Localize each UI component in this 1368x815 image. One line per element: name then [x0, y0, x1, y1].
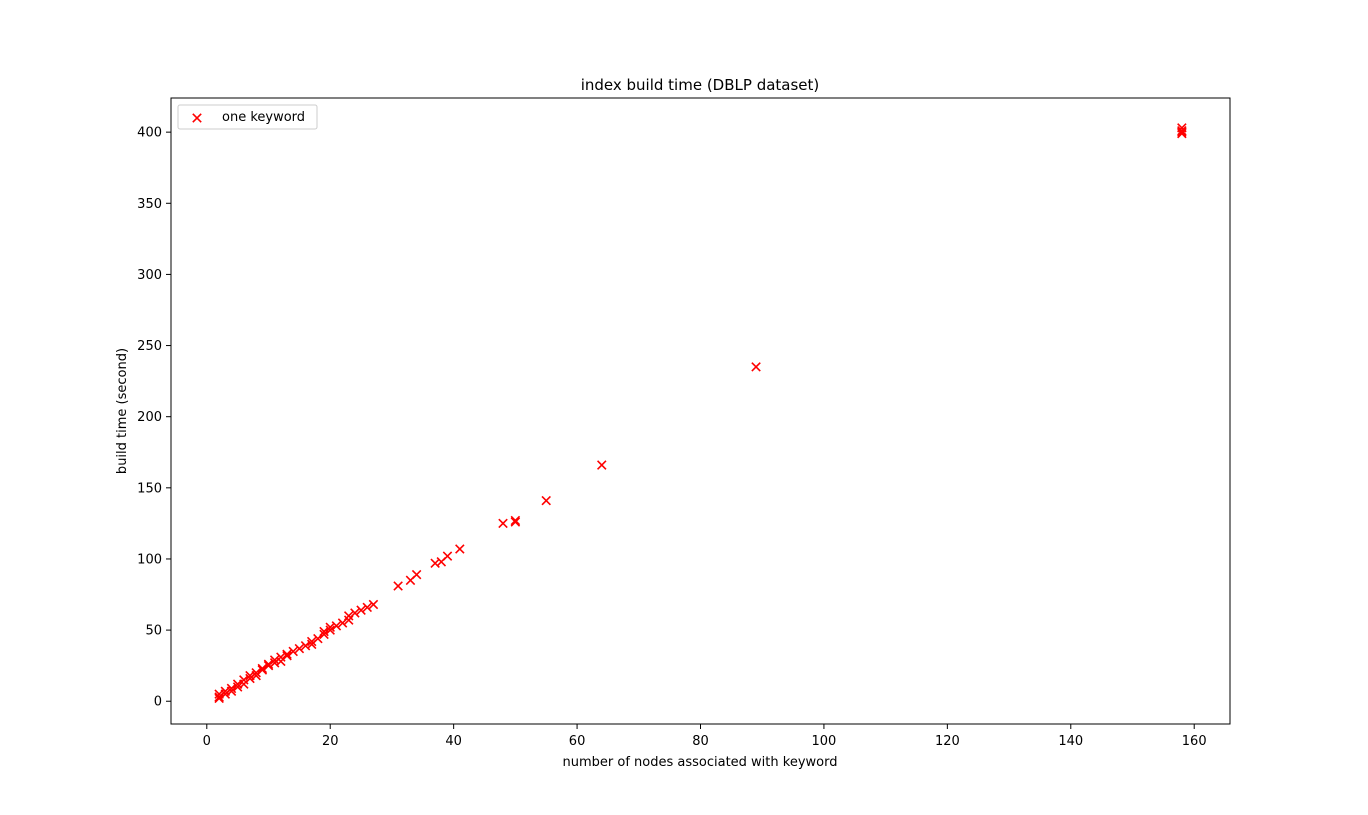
x-tick-label: 80 [692, 734, 709, 749]
x-axis-label: number of nodes associated with keyword [563, 755, 838, 770]
data-point [325, 625, 335, 635]
legend: one keyword [177, 104, 318, 130]
data-point [288, 646, 298, 657]
data-point [294, 643, 305, 654]
y-tick-label: 200 [137, 410, 162, 425]
y-tick-label: 250 [137, 339, 162, 354]
data-point [1177, 127, 1187, 137]
data-point [596, 460, 607, 470]
x-tick-label: 60 [569, 734, 586, 749]
x-axis-ticks: 0 20 40 60 80 100 120 140 160 [203, 724, 1207, 749]
data-point [751, 362, 761, 372]
data-point [510, 517, 521, 527]
y-tick-label: 0 [154, 695, 162, 710]
data-point [306, 636, 317, 647]
data-points [214, 123, 1187, 704]
y-tick-label: 100 [137, 552, 162, 567]
data-point [282, 650, 292, 661]
data-point [510, 515, 521, 526]
x-tick-label: 0 [203, 734, 211, 749]
data-point [356, 605, 366, 615]
legend-marker-x [192, 113, 202, 123]
data-point [368, 599, 379, 610]
x-tick-label: 40 [445, 734, 462, 749]
y-tick-label: 50 [145, 624, 162, 639]
data-point [282, 649, 292, 660]
data-point [362, 602, 373, 613]
data-point [541, 495, 551, 506]
data-point [1177, 123, 1187, 133]
y-tick-label: 400 [137, 126, 162, 141]
data-point [1177, 125, 1187, 136]
x-tick-label: 100 [812, 734, 837, 749]
legend-entry-one-keyword: one keyword [222, 110, 305, 125]
data-point [498, 518, 508, 529]
data-point [411, 569, 422, 580]
data-point [350, 608, 360, 618]
x-tick-label: 120 [935, 734, 960, 749]
data-point [251, 668, 261, 678]
y-axis-label: build time (second) [115, 348, 130, 474]
data-point [442, 551, 453, 561]
x-tick-label: 140 [1058, 734, 1083, 749]
data-point [343, 611, 354, 621]
y-tick-label: 150 [137, 481, 162, 496]
plot-frame [170, 97, 1231, 725]
legend-marker-one-keyword [192, 113, 202, 123]
legend-box [177, 104, 318, 130]
data-point [455, 544, 465, 554]
data-point [257, 663, 268, 674]
y-axis-ticks: 0 50 100 150 200 250 300 350 400 [137, 126, 171, 710]
y-tick-label: 300 [137, 268, 162, 283]
chart-title: index build time (DBLP dataset) [581, 76, 820, 94]
x-tick-label: 20 [322, 734, 339, 749]
data-point [331, 621, 342, 631]
y-tick-label: 350 [137, 197, 162, 212]
x-tick-label: 160 [1182, 734, 1207, 749]
data-point [393, 581, 403, 591]
